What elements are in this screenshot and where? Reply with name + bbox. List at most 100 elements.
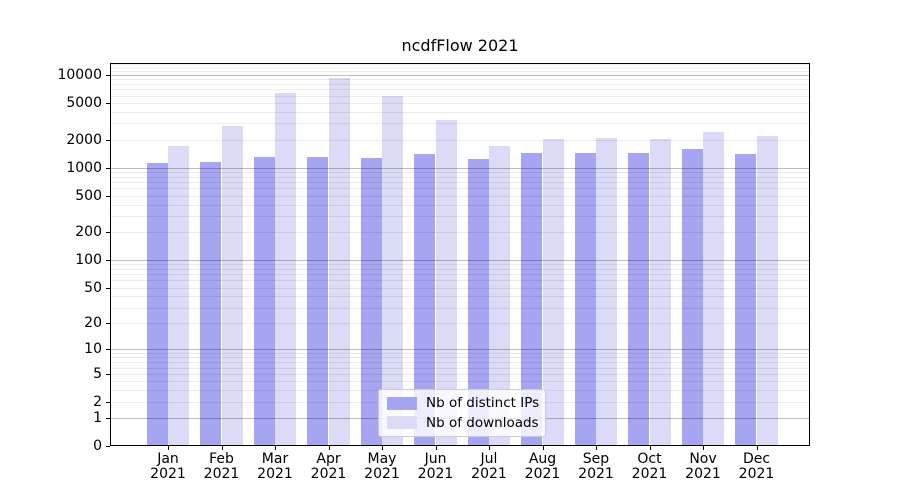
x-axis-tick xyxy=(435,446,437,450)
y-axis-tick-label: 1000 xyxy=(66,159,102,176)
y-axis-tick-label: 200 xyxy=(75,224,102,241)
x-axis-tick-label: Jan 2021 xyxy=(136,452,200,482)
bar-downloads xyxy=(275,92,297,446)
x-axis-tick-year: 2021 xyxy=(310,466,347,482)
bar-downloads xyxy=(435,119,457,446)
x-axis-tick-label: Jun 2021 xyxy=(404,452,468,482)
y-axis-tick xyxy=(106,373,110,375)
bar-distinct-ips xyxy=(253,157,275,446)
y-axis-tick-label: 500 xyxy=(75,187,102,204)
bar-downloads xyxy=(756,136,778,446)
bar-distinct-ips xyxy=(414,154,436,446)
x-axis-tick-label: Sep 2021 xyxy=(564,452,628,482)
y-axis-tick-label: 5000 xyxy=(66,94,102,111)
gridline-minor xyxy=(110,216,810,218)
x-axis-tick-year: 2021 xyxy=(631,466,668,482)
y-axis-tick xyxy=(106,102,110,104)
y-axis-tick-label: 5 xyxy=(93,365,102,382)
bar-downloads xyxy=(703,132,725,446)
y-axis-tick xyxy=(106,195,110,197)
gridline-minor xyxy=(110,280,810,282)
gridline-minor xyxy=(110,95,810,97)
legend: Nb of distinct IPs Nb of downloads xyxy=(378,389,546,437)
gridline-minor xyxy=(110,353,810,355)
bar-distinct-ips xyxy=(628,152,650,446)
gridline-minor xyxy=(110,139,810,141)
x-axis-tick-year: 2021 xyxy=(685,466,721,482)
y-axis-tick xyxy=(106,401,110,403)
bar-distinct-ips xyxy=(735,154,757,446)
bar-distinct-ips xyxy=(574,152,596,446)
y-axis-tick xyxy=(106,323,110,325)
legend-swatch-distinct-ips xyxy=(387,396,417,410)
y-axis-tick xyxy=(106,446,110,447)
gridline-minor xyxy=(110,287,810,289)
gridline-minor xyxy=(110,176,810,178)
x-axis-tick-label: May 2021 xyxy=(350,452,414,482)
x-axis-tick-year: 2021 xyxy=(150,466,186,482)
gridline-minor xyxy=(110,296,810,298)
gridline-minor xyxy=(110,102,810,104)
gridline-minor xyxy=(110,204,810,206)
y-axis-tick-label: 10000 xyxy=(57,66,102,83)
x-axis-tick xyxy=(542,446,544,450)
bar-distinct-ips xyxy=(360,158,382,446)
y-axis-tick xyxy=(106,260,110,262)
y-axis-tick-label: 2000 xyxy=(66,131,102,148)
y-axis-tick xyxy=(106,74,110,76)
bar-downloads xyxy=(649,138,671,446)
gridline-major xyxy=(110,349,810,351)
x-axis-tick-label: Mar 2021 xyxy=(243,452,307,482)
x-axis-tick xyxy=(489,446,490,450)
gridline-major xyxy=(110,74,810,76)
x-axis-tick-label: Apr 2021 xyxy=(297,452,361,482)
bar-distinct-ips xyxy=(681,149,703,446)
x-axis-tick xyxy=(649,446,651,450)
legend-item-distinct-ips: Nb of distinct IPs xyxy=(387,395,539,411)
x-axis-tick-label: Dec 2021 xyxy=(725,452,789,482)
x-axis-tick xyxy=(382,446,383,450)
x-axis-tick-year: 2021 xyxy=(417,466,454,482)
gridline-minor xyxy=(110,123,810,125)
bar-downloads xyxy=(382,95,404,446)
legend-swatch-downloads xyxy=(387,416,417,430)
x-axis-tick xyxy=(221,446,223,450)
gridline-minor xyxy=(110,268,810,270)
y-axis-tick xyxy=(106,418,110,420)
gridline-minor xyxy=(110,83,810,85)
gridline-minor xyxy=(110,64,810,66)
x-axis-tick xyxy=(596,446,597,450)
gridline-minor xyxy=(110,67,810,69)
chart-title: ncdfFlow 2021 xyxy=(401,36,519,55)
x-axis-tick xyxy=(703,446,704,450)
x-axis-tick-year: 2021 xyxy=(578,466,614,482)
gridline-minor xyxy=(110,182,810,184)
gridline-minor xyxy=(110,71,810,73)
y-axis-tick-label: 2 xyxy=(93,393,102,410)
y-axis-tick-label: 1 xyxy=(93,410,102,427)
x-axis-tick xyxy=(168,446,169,450)
y-axis-tick-label: 50 xyxy=(84,279,102,296)
gridline-minor xyxy=(110,111,810,113)
gridline-minor xyxy=(110,274,810,276)
gridline-minor xyxy=(110,89,810,91)
gridline-minor xyxy=(110,362,810,364)
gridline-minor xyxy=(110,323,810,325)
gridline-minor xyxy=(110,307,810,309)
y-axis-tick xyxy=(106,167,110,169)
x-axis-tick xyxy=(756,446,758,450)
gridline-major xyxy=(110,260,810,262)
gridline-minor xyxy=(110,357,810,359)
gridline-minor xyxy=(110,373,810,375)
y-axis-tick-label: 10 xyxy=(84,341,102,358)
x-axis-tick-year: 2021 xyxy=(203,466,240,482)
x-axis-tick-year: 2021 xyxy=(524,466,561,482)
y-axis-tick xyxy=(106,232,110,234)
bar-downloads xyxy=(489,145,511,446)
gridline-major xyxy=(110,167,810,169)
x-axis-tick-label: Feb 2021 xyxy=(190,452,254,482)
gridline-minor xyxy=(110,381,810,383)
bar-distinct-ips xyxy=(146,163,168,446)
plot-area xyxy=(110,63,810,446)
